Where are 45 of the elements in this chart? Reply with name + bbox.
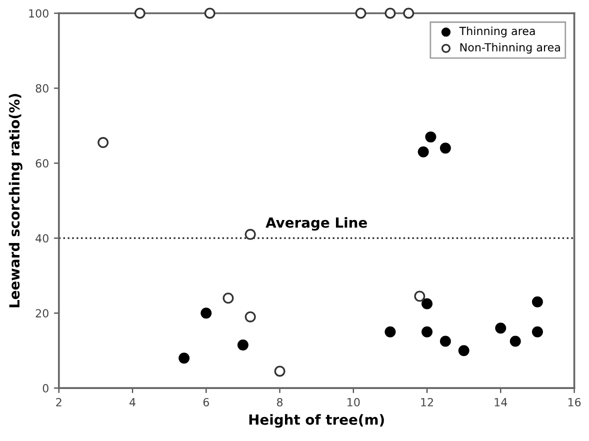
point: [222, 292, 234, 304]
point: [274, 366, 286, 377]
y-tick-label: 40: [36, 234, 48, 243]
point: [244, 228, 256, 240]
point: [422, 326, 433, 338]
x-tick-label: 2: [56, 398, 62, 406]
point: [384, 326, 396, 338]
point: [440, 142, 451, 154]
point: [425, 131, 436, 142]
point: [134, 8, 146, 19]
x-tick-label: 8: [276, 398, 283, 406]
y-axis-title: Leeward scorching ratio(%): [8, 94, 22, 308]
point: [200, 308, 212, 319]
point: [458, 345, 470, 356]
y-tick-label: 100: [29, 9, 48, 18]
point: [98, 137, 109, 148]
point: [178, 352, 190, 364]
point: [244, 311, 256, 322]
x-tick-label: 12: [421, 398, 433, 406]
x-tick-label: 10: [348, 398, 360, 406]
point: [510, 336, 521, 347]
point: [237, 339, 248, 350]
point: [532, 296, 543, 308]
x-tick-label: 6: [203, 398, 209, 406]
point: [403, 8, 414, 19]
y-tick-label: 60: [36, 159, 48, 168]
point: [418, 146, 429, 158]
x-tick-label: 14: [494, 398, 508, 406]
legend-label: Thinning area: [459, 26, 535, 38]
point: [355, 8, 366, 19]
point: [422, 298, 433, 310]
point: [204, 8, 216, 19]
point: [440, 336, 451, 347]
point: [384, 8, 396, 19]
x-tick-label: 4: [130, 398, 136, 406]
point: [532, 326, 543, 338]
x-tick-label: 16: [568, 398, 581, 406]
legend-label: Non-Thinning area: [460, 42, 560, 54]
y-tick-label: 80: [36, 84, 48, 93]
y-tick-label: 20: [36, 309, 48, 318]
point: [495, 322, 506, 334]
point: [414, 290, 426, 302]
y-tick-label: 0: [42, 384, 48, 392]
x-axis-title: Height of tree(m): [249, 414, 384, 428]
ref-line-label: Average Line: [266, 217, 367, 231]
